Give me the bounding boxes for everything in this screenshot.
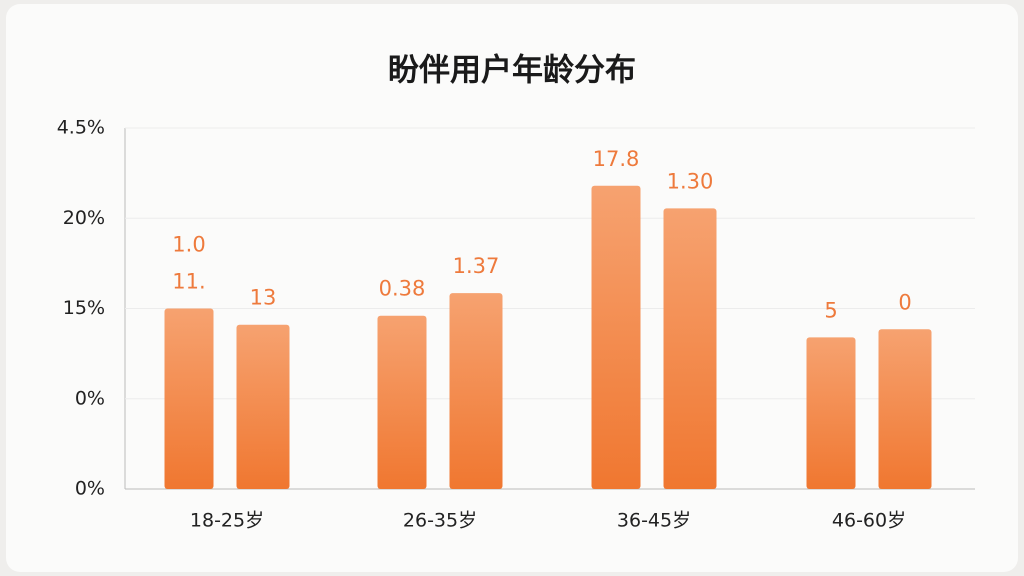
value-label: 1.37 — [453, 254, 500, 278]
y-tick-label: 0% — [75, 387, 105, 409]
y-tick-label: 0% — [75, 478, 105, 500]
value-label: 1.30 — [667, 169, 714, 193]
bar — [663, 208, 717, 489]
value-label: 13 — [250, 286, 277, 310]
value-label: 0.38 — [379, 277, 426, 301]
chart-title: 盼伴用户年龄分布 — [388, 53, 636, 89]
bar — [806, 337, 856, 489]
bar — [377, 315, 427, 489]
bar — [236, 324, 290, 489]
x-tick-label: 26-35岁 — [403, 510, 477, 532]
value-label: 11. — [172, 270, 205, 294]
x-tick-label: 18-25岁 — [190, 510, 264, 532]
y-tick-label: 20% — [63, 207, 105, 229]
y-tick-label: 15% — [63, 297, 105, 319]
bar — [878, 329, 932, 489]
card — [6, 4, 1018, 572]
bar — [591, 185, 641, 489]
bar — [164, 308, 214, 489]
x-tick-label: 46-60岁 — [832, 510, 906, 532]
value-label: 17.8 — [593, 147, 640, 171]
x-tick-label: 36-45岁 — [617, 510, 691, 532]
annotation: 1.0 — [172, 233, 205, 257]
value-label: 5 — [824, 298, 837, 322]
value-label: 0 — [898, 290, 911, 314]
bar — [449, 293, 503, 489]
y-tick-label: 4.5% — [57, 117, 105, 139]
